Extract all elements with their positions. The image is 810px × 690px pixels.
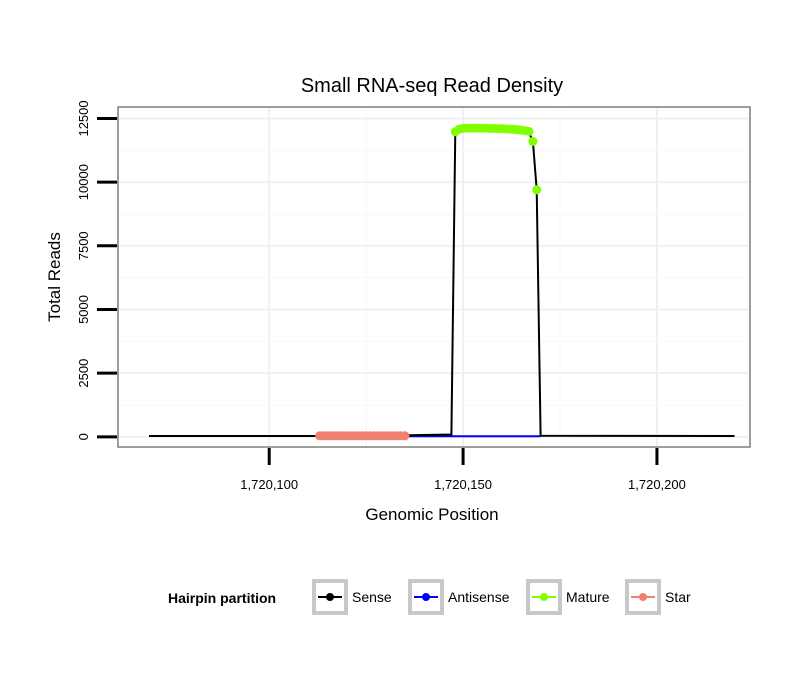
x-tick-label: 1,720,100 bbox=[240, 477, 298, 492]
legend-key-point bbox=[639, 593, 647, 601]
y-axis: 0 2500 5000 7500 10000 12500 bbox=[76, 100, 117, 440]
plot-panel bbox=[118, 107, 750, 447]
y-tick-label: 5000 bbox=[76, 295, 91, 324]
legend-key-point bbox=[326, 593, 334, 601]
y-tick-label: 2500 bbox=[76, 359, 91, 388]
legend-entry-label: Mature bbox=[566, 589, 610, 605]
y-tick-label: 10000 bbox=[76, 164, 91, 200]
plot-border bbox=[117, 106, 751, 448]
legend: Hairpin partition Sense Antisense Mature St… bbox=[168, 579, 691, 615]
legend-key-point bbox=[422, 593, 430, 601]
y-tick-label: 0 bbox=[76, 433, 91, 440]
legend-key-point bbox=[540, 593, 548, 601]
y-axis-label: Total Reads bbox=[45, 232, 64, 322]
legend-entry-label: Sense bbox=[352, 589, 392, 605]
legend-title: Hairpin partition bbox=[168, 590, 276, 606]
x-tick-label: 1,720,200 bbox=[628, 477, 686, 492]
series-points bbox=[315, 123, 542, 441]
data-point-mature bbox=[532, 185, 542, 195]
data-point-mature bbox=[528, 136, 538, 146]
data-point-mature bbox=[524, 126, 534, 136]
x-axis-label: Genomic Position bbox=[365, 505, 498, 524]
data-point-star bbox=[400, 431, 410, 441]
x-tick-label: 1,720,150 bbox=[434, 477, 492, 492]
y-tick-label: 12500 bbox=[76, 100, 91, 136]
legend-entry-label: Antisense bbox=[448, 589, 510, 605]
x-axis: 1,720,100 1,720,150 1,720,200 bbox=[240, 448, 686, 492]
chart-title: Small RNA-seq Read Density bbox=[301, 75, 563, 97]
legend-entry-label: Star bbox=[665, 589, 691, 605]
y-tick-label: 7500 bbox=[76, 231, 91, 260]
